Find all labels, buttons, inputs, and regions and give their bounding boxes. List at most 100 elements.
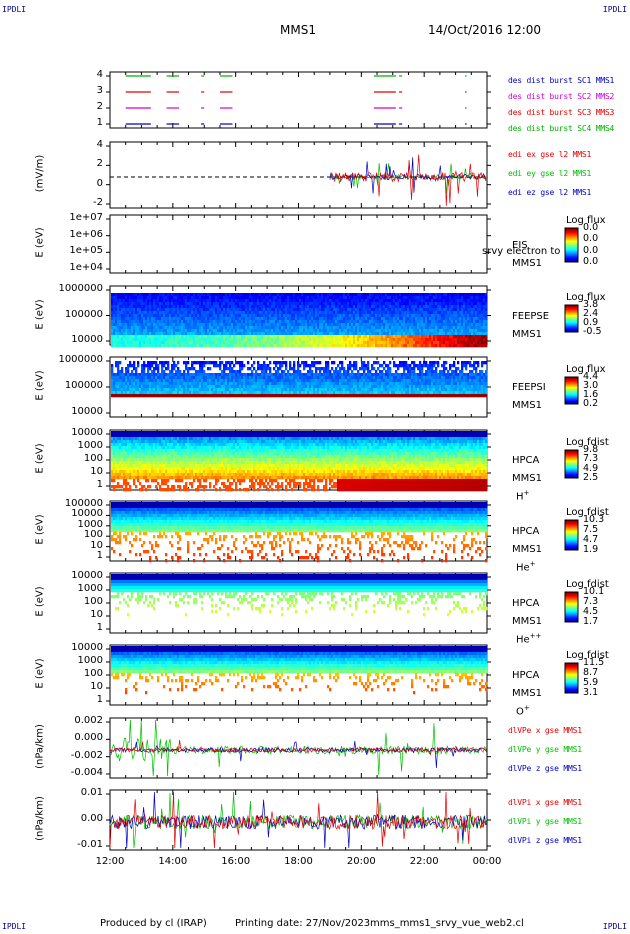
legend-burst-1: des dist burst SC1 MMS1	[508, 76, 614, 85]
y-tick-label-dlvpi: 0.01	[43, 787, 103, 798]
y-tick-label-hpca_o: 100	[43, 668, 103, 679]
legend-dlvpe-2: dlVPe y gse MMS1	[508, 745, 582, 754]
ion-label-hpca_o: O+	[516, 704, 530, 717]
heatmap-hpca_he	[111, 502, 487, 562]
y-tick-label-hpca_h: 1000	[43, 440, 103, 451]
instrument-label-hpca_he: HPCA	[512, 526, 539, 537]
y-tick-label-eis: 1e+05	[43, 245, 103, 256]
colorbar-hpca_o	[565, 663, 578, 693]
colorbar-hpca_he	[565, 520, 578, 550]
colorbar-hpca_hepp	[565, 592, 578, 622]
y-tick-label-feepsi: 1000000	[43, 354, 103, 365]
legend-burst-2: des dist burst SC2 MMS2	[508, 92, 614, 101]
ion-charge: +	[524, 489, 530, 497]
legend-dlvpe-3: dlVPe z gse MMS1	[508, 764, 582, 773]
legend-dlvpe-1: dlVPe x gse MMS1	[508, 726, 582, 735]
colorbar-tick-eis: 0.0	[583, 222, 598, 233]
y-tick-label-burst: 4	[43, 69, 103, 80]
y-tick-label-dlvpe: -0.004	[43, 767, 103, 778]
y-axis-label-hpca_hepp: E (eV)	[35, 572, 46, 632]
x-tick-label: 16:00	[221, 856, 251, 867]
y-tick-label-hpca_o: 1	[43, 694, 103, 705]
x-tick-label: 12:00	[95, 856, 125, 867]
y-tick-label-burst: 2	[43, 101, 103, 112]
legend-burst-3: des dist burst SC3 MMS3	[508, 108, 614, 117]
spacecraft-label-eis: MMS1	[512, 258, 542, 269]
spacecraft-label-hpca_hepp: MMS1	[512, 616, 542, 627]
y-tick-label-hpca_o: 10	[43, 681, 103, 692]
y-tick-label-hpca_hepp: 100	[43, 596, 103, 607]
y-tick-label-hpca_he: 10	[43, 540, 103, 551]
instrument-label-feepse: FEEPSE	[512, 311, 549, 322]
heatmap-feepsi	[111, 361, 487, 397]
y-tick-label-burst: 1	[43, 117, 103, 128]
y-axis-label-feepsi: E (eV)	[35, 356, 46, 416]
panel-frame-burst	[110, 72, 487, 128]
footer-printing-date: Printing date: 27/Nov/2023	[235, 918, 370, 929]
colorbar-tick-eis: 0.0	[583, 245, 598, 256]
series-line-dlvpi-2	[110, 792, 487, 848]
y-tick-label-hpca_he: 100000	[43, 498, 103, 509]
legend-edi-1: edi ex gse l2 MMS1	[508, 150, 591, 159]
panel-frame-edi	[110, 142, 487, 208]
colorbar-feepse	[565, 305, 578, 332]
legend-dlvpi-2: dlVPi y gse MMS1	[508, 817, 582, 826]
colorbar-tick-hpca_h: 2.5	[583, 472, 598, 483]
ion-label-hpca_h: H+	[516, 489, 529, 502]
y-axis-label-feepse: E (eV)	[35, 284, 46, 344]
colorbar-tick-eis: 0.0	[583, 256, 598, 267]
y-tick-label-hpca_h: 10000	[43, 427, 103, 438]
colorbar-tick-hpca_he: 1.9	[583, 544, 598, 555]
y-tick-label-hpca_h: 100	[43, 453, 103, 464]
colorbar-tick-feepse: -0.5	[583, 326, 602, 337]
y-tick-label-edi: 4	[43, 139, 103, 150]
y-axis-label-dlvpe: (nPa/km)	[35, 717, 46, 777]
spacecraft-label-feepse: MMS1	[512, 329, 542, 340]
legend-edi-2: edi ey gse l2 MMS1	[508, 169, 591, 178]
spacecraft-label-hpca_he: MMS1	[512, 544, 542, 555]
x-tick-label: 18:00	[284, 856, 314, 867]
colorbar-tick-eis: 0.0	[583, 233, 598, 244]
y-tick-label-edi: 0	[43, 178, 103, 189]
instrument-label-feepsi: FEEPSI	[512, 382, 546, 393]
y-tick-label-dlvpe: 0.000	[43, 732, 103, 743]
y-tick-label-hpca_o: 1000	[43, 655, 103, 666]
footer-produced-by: Produced by cl (IRAP)	[100, 918, 207, 929]
y-tick-label-edi: -2	[43, 197, 103, 208]
colorbar-tick-feepsi: 0.2	[583, 398, 598, 409]
y-tick-label-hpca_he: 1	[43, 550, 103, 561]
y-tick-label-hpca_h: 1	[43, 479, 103, 490]
y-axis-label-dlvpi: (nPa/km)	[35, 789, 46, 849]
series-line-dlvpe-2	[110, 720, 487, 776]
heatmap-hpca_hepp	[111, 574, 487, 616]
y-axis-label-hpca_o: E (eV)	[35, 644, 46, 704]
y-tick-label-feepsi: 10000	[43, 406, 103, 417]
y-tick-label-dlvpi: -0.01	[43, 839, 103, 850]
y-axis-label-eis: E (eV)	[35, 213, 46, 273]
heatmap-hpca_o	[111, 646, 487, 694]
y-tick-label-hpca_hepp: 10	[43, 609, 103, 620]
instrument-label-hpca_o: HPCA	[512, 670, 539, 681]
footer-script-name: mms_mms1_srvy_vue_web2.cl	[370, 918, 524, 929]
legend-dlvpi-3: dlVPi z gse MMS1	[508, 836, 582, 845]
colorbar-feepsi	[565, 377, 578, 404]
y-tick-label-hpca_o: 10000	[43, 642, 103, 653]
colorbar-tick-hpca_hepp: 1.7	[583, 616, 598, 627]
heatmap-hpca_h	[111, 431, 487, 491]
spacecraft-label-hpca_o: MMS1	[512, 688, 542, 699]
colorbar-hpca_h	[565, 450, 578, 478]
legend-burst-4: des dist burst SC4 MMS4	[508, 124, 614, 133]
legend-edi-3: edi ez gse l2 MMS1	[508, 188, 591, 197]
x-tick-label: 14:00	[158, 856, 188, 867]
y-tick-label-hpca_he: 1000	[43, 519, 103, 530]
y-tick-label-hpca_he: 100	[43, 529, 103, 540]
instrument-label-hpca_h: HPCA	[512, 455, 539, 466]
ion-label-hpca_he: He+	[516, 560, 536, 573]
panel-frame-eis	[110, 215, 487, 273]
colorbar-tick-hpca_o: 3.1	[583, 687, 598, 698]
ion-charge: +	[524, 704, 530, 712]
y-axis-label-hpca_he: E (eV)	[35, 500, 46, 560]
note-label-eis: srvy electron to	[482, 246, 560, 257]
ion-charge: +	[530, 560, 536, 568]
y-tick-label-dlvpe: 0.002	[43, 715, 103, 726]
